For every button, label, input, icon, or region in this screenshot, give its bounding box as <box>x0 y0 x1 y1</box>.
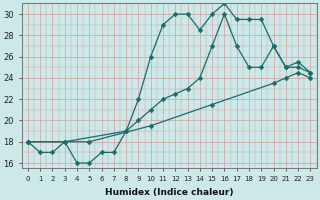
X-axis label: Humidex (Indice chaleur): Humidex (Indice chaleur) <box>105 188 233 197</box>
